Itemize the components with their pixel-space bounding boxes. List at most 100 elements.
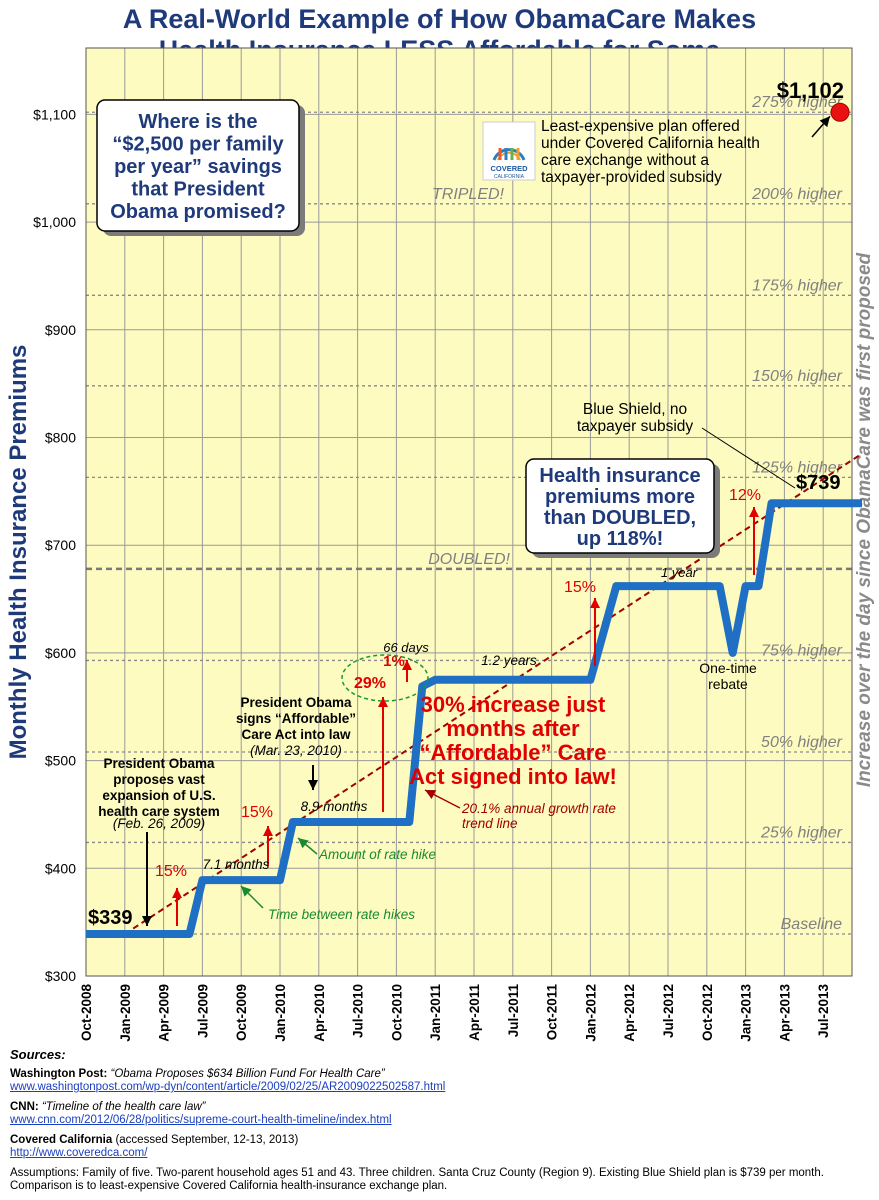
- start-value-label: $339: [88, 907, 133, 929]
- reference-label: 200% higher: [751, 186, 843, 203]
- source-wapo: Washington Post: “Obama Proposes $634 Bi…: [10, 1068, 870, 1095]
- x-tick-label: Oct-2010: [389, 984, 404, 1041]
- source-covered-california: Covered California (accessed September, …: [10, 1134, 870, 1161]
- source-link[interactable]: www.cnn.com/2012/06/28/politics/supreme-…: [10, 1114, 392, 1126]
- rate-hike-pct: 15%: [241, 804, 273, 821]
- logo-text: COVERED: [490, 164, 528, 173]
- x-tick-label: Apr-2012: [622, 984, 637, 1042]
- rate-hike-pct: 15%: [564, 579, 596, 596]
- obama-signs-label: signs “Affordable”: [236, 711, 356, 726]
- x-tick-label: Jan-2013: [739, 984, 754, 1042]
- interval-label: 1.2 years: [481, 653, 537, 668]
- rate-hike-arrow-head: [402, 660, 412, 670]
- rate-hike-pct: 15%: [155, 863, 187, 880]
- trend-line-label: trend line: [462, 816, 518, 831]
- increase-30-label: “Affordable” Care: [419, 740, 606, 765]
- amount-of-rate-hike-label: Amount of rate hike: [318, 847, 436, 862]
- callout-doubled: [525, 458, 715, 554]
- chart-title-line1: A Real-World Example of How ObamaCare Ma…: [122, 4, 757, 34]
- rate-hike-arrow-head: [749, 507, 759, 517]
- reference-label: 25% higher: [760, 824, 843, 841]
- callout-savings: [96, 99, 300, 232]
- interval-label: 66 days: [383, 640, 429, 655]
- rate-hike-arrow-head: [263, 826, 273, 836]
- increase-30-label: Act signed into law!: [409, 764, 617, 789]
- obama-signs-date: (Mar. 23, 2010): [250, 743, 342, 758]
- obama-signs-arrow-head: [308, 780, 318, 790]
- callout-savings-text: that President: [131, 179, 265, 201]
- trend-line: [124, 452, 863, 935]
- logo-person: [516, 148, 520, 160]
- amount-pointer-head: [298, 838, 309, 849]
- obama-signs-label: Care Act into law: [241, 727, 351, 742]
- interval-label: 8.9 months: [301, 799, 368, 814]
- callout-doubled-text: up 118%!: [577, 528, 664, 550]
- trend-line-pointer-head: [425, 790, 437, 800]
- x-tick-label: Jul-2012: [661, 984, 676, 1038]
- x-tick-label: Jul-2013: [816, 984, 831, 1039]
- obama-proposes-label: President Obama: [103, 756, 215, 771]
- right-side-label: Increase over the day since ObamaCare wa…: [854, 252, 875, 787]
- reference-label: TRIPLED!: [432, 186, 505, 203]
- x-tick-label: Jan-2010: [273, 984, 288, 1042]
- callout-doubled-text: premiums more: [545, 486, 695, 508]
- plot-frame: [85, 47, 853, 977]
- highlight-label: $1,102: [777, 78, 844, 103]
- source-link[interactable]: http://www.coveredca.com/: [10, 1147, 148, 1159]
- callout-savings-text: Where is the: [139, 111, 258, 133]
- source-link[interactable]: www.washingtonpost.com/wp-dyn/content/ar…: [10, 1081, 446, 1093]
- reference-label: 75% higher: [761, 642, 843, 659]
- callout-doubled-text: Health insurance: [539, 465, 700, 487]
- rate-hike-arrow-head: [378, 697, 388, 707]
- blue-shield-note: Blue Shield, no: [583, 401, 687, 418]
- source-title: (accessed September, 12-13, 2013): [112, 1133, 299, 1146]
- x-tick-label: Apr-2009: [157, 984, 172, 1042]
- x-tick-label: Jul-2010: [351, 984, 366, 1038]
- obama-proposes-label: health care system: [98, 804, 220, 819]
- rebate-label: One-time: [699, 660, 757, 676]
- x-tick-label: Oct-2011: [545, 984, 560, 1041]
- source-title: “Timeline of the health care law”: [41, 1100, 206, 1113]
- premium-line: [86, 499, 862, 938]
- obama-proposes-arrow-head: [142, 916, 152, 926]
- y-tick-label: $1,100: [33, 106, 76, 122]
- reference-label: 175% higher: [752, 277, 843, 294]
- covered-california-logo: [482, 121, 536, 181]
- obama-signs-label: President Obama: [240, 695, 352, 710]
- obama-proposes-label: proposes vast: [113, 772, 205, 787]
- source-title: “Obama Proposes $634 Billion Fund For He…: [110, 1067, 385, 1080]
- highlight-ellipse: [341, 654, 429, 702]
- sources-header: Sources:: [10, 1047, 66, 1062]
- source-name: CNN:: [10, 1100, 39, 1113]
- callout-savings-text: Obama promised?: [110, 201, 286, 223]
- callout-doubled-text: than DOUBLED,: [544, 507, 696, 529]
- interval-label: 7.1 months: [203, 857, 270, 872]
- reference-label: 150% higher: [752, 368, 843, 385]
- source-name: Covered California: [10, 1133, 113, 1146]
- rebate-label: rebate: [708, 676, 748, 692]
- highlight-point: [830, 102, 850, 122]
- x-tick-label: Apr-2011: [467, 984, 482, 1042]
- obama-proposes-date: (Feb. 26, 2009): [113, 816, 205, 831]
- covered-california-note: Least-expensive plan offered: [541, 118, 740, 135]
- x-tick-label: Oct-2008: [79, 984, 94, 1042]
- source-cnn: CNN: “Timeline of the health care law” w…: [10, 1101, 870, 1128]
- x-tick-label: Jan-2011: [428, 984, 443, 1042]
- increase-30-label: months after: [446, 716, 580, 741]
- reference-label: 125% higher: [752, 459, 843, 476]
- callout-savings-text: “$2,500 per family: [112, 134, 284, 156]
- increase-30-label: 30% increase just: [421, 692, 606, 717]
- x-tick-label: Oct-2012: [700, 984, 715, 1041]
- blue-shield-note: taxpayer subsidy: [577, 418, 694, 435]
- source-name: Washington Post:: [10, 1067, 108, 1080]
- end-value-label: $739: [796, 472, 841, 494]
- rate-hike-pct: 1%: [383, 653, 405, 670]
- rate-hike-pct: 29%: [354, 675, 386, 692]
- covered-california-note: under Covered California health: [541, 135, 760, 152]
- rate-hike-arrow-head: [172, 888, 182, 898]
- sources-section: Sources: Washington Post: “Obama Propose…: [10, 1048, 870, 1194]
- x-tick-label: Oct-2009: [234, 984, 249, 1041]
- highlight-arrow-head: [819, 116, 830, 128]
- rate-hike-pct: 12%: [729, 487, 761, 504]
- reference-label: 275% higher: [751, 94, 843, 111]
